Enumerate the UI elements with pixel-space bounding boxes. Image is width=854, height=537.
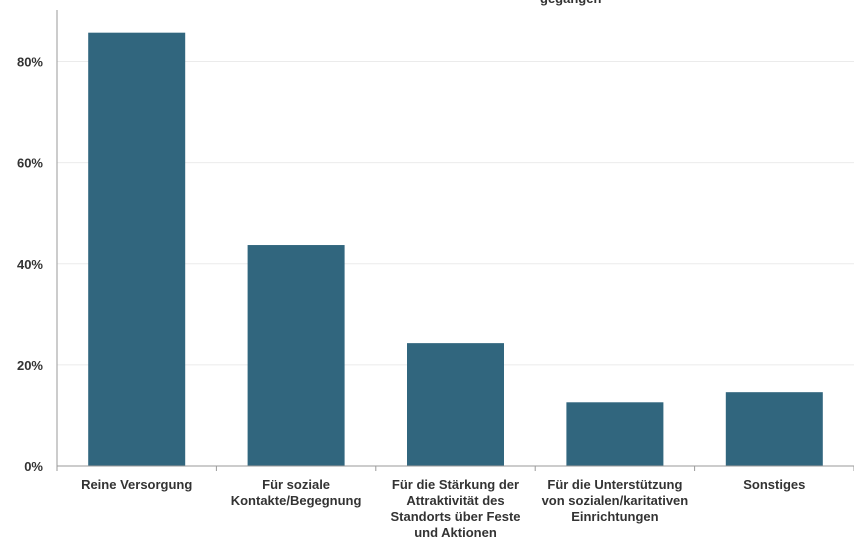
x-category-labels: Reine Versorgung Für soziale Kontakte/Bege… — [81, 477, 805, 537]
x-category-label: Für die Stärkung der Attraktivität des Sta… — [390, 477, 520, 537]
x-category-label: Sonstiges — [743, 477, 805, 492]
x-category-label: Für soziale Kontakte/Begegnung — [231, 477, 362, 508]
y-tick-labels: 0% 20% 40% 60% 80% — [17, 55, 43, 475]
x-category-label: Für die Unterstützung von sozialen/karita… — [542, 477, 689, 524]
y-tick-label: 80% — [17, 55, 43, 70]
axes — [56, 10, 854, 471]
y-tick-label: 60% — [17, 156, 43, 171]
y-tick-label: 20% — [17, 358, 43, 373]
bars — [88, 32, 823, 466]
bar — [407, 343, 504, 466]
bar — [725, 392, 823, 466]
y-tick-label: 40% — [17, 257, 43, 272]
bar — [247, 245, 345, 466]
chart-title-fragment: gegangen — [540, 0, 601, 6]
x-category-label: Reine Versorgung — [81, 477, 192, 492]
y-tick-label: 0% — [24, 459, 43, 474]
bar — [566, 402, 664, 466]
bar — [88, 32, 186, 466]
